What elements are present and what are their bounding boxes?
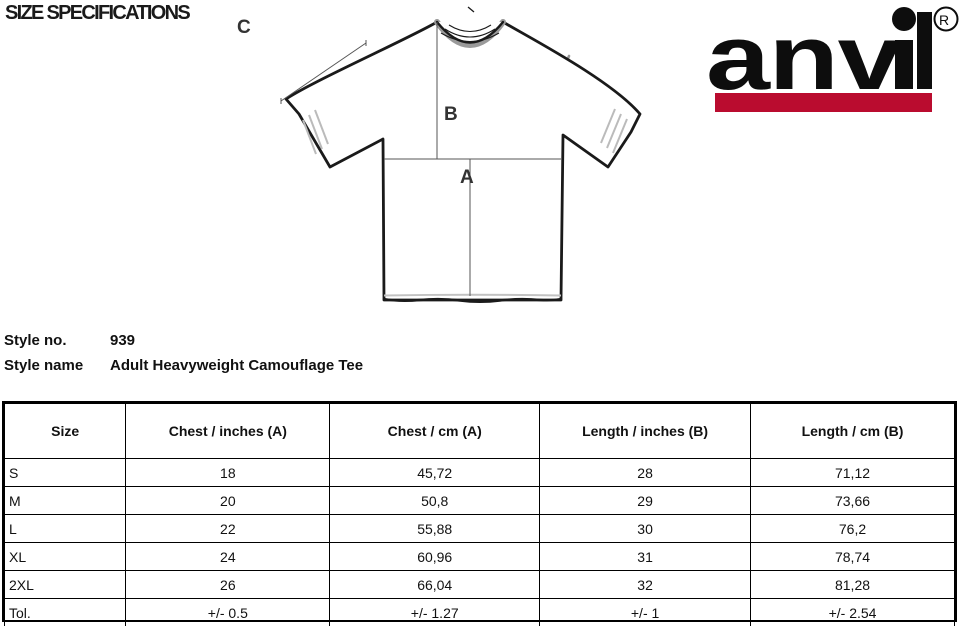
svg-text:B: B bbox=[444, 104, 458, 125]
svg-text:A: A bbox=[460, 167, 474, 188]
svg-text:C: C bbox=[237, 17, 251, 38]
